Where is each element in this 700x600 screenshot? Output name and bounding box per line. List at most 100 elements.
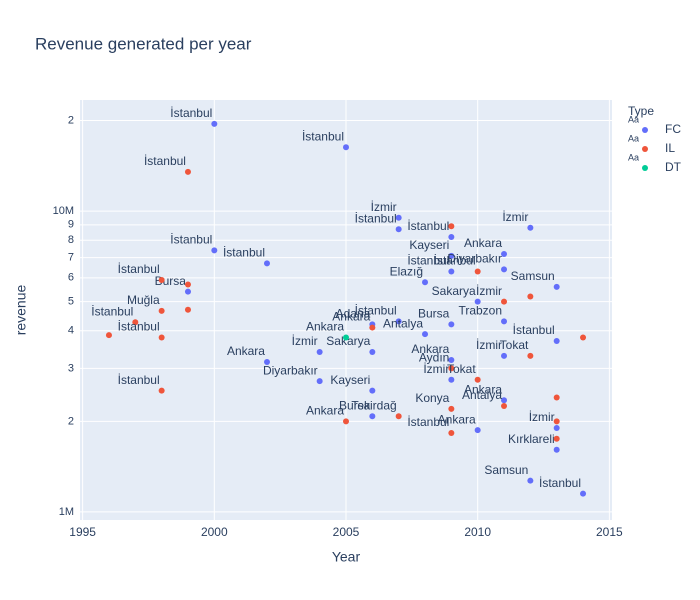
point [580,490,587,497]
point-label: Samsun [484,463,528,477]
point [553,283,560,290]
legend-marker [642,165,648,171]
point [501,397,508,404]
legend-label: IL [665,141,675,155]
y-tick-label: 8 [68,234,74,246]
point-label: Ankara [411,342,449,356]
point-label: Konya [415,391,449,405]
point [316,378,323,385]
point-label: Bursa [418,307,450,321]
y-tick-label: 2 [68,114,74,126]
point [211,120,218,127]
point [132,319,139,326]
point-label: Elazığ [390,264,423,278]
legend-marker [642,146,648,152]
point-label: İstanbul [539,476,581,490]
point-label: İstanbul [144,154,186,168]
point [395,413,402,420]
legend-title: Type [628,104,654,118]
point-label: Tekirdağ [351,398,396,412]
point [448,223,455,230]
point-label: İzmir [292,334,318,348]
chart-title: Revenue generated per year [35,34,252,53]
point-label: Ankara [306,404,344,418]
point [369,387,376,394]
point [501,250,508,257]
point-label: İstanbul [170,233,212,247]
point-label: Kayseri [330,373,370,387]
legend: Aa FC Aa IL Aa DT [628,114,682,174]
point [395,214,402,221]
point-label: Ankara [464,382,502,396]
point-label: Kırklareli [508,432,555,446]
point-label: İzmir [423,362,449,376]
point [184,281,191,288]
point [501,318,508,325]
point [448,356,455,363]
point [553,446,560,453]
point [448,405,455,412]
point [527,477,534,484]
x-tick-label: 2015 [596,525,623,539]
point [158,307,165,314]
point-label: İstanbul [355,304,397,318]
point-label: İzmir [371,200,397,214]
point-label: Diyarbakır [447,252,502,266]
point [501,352,508,359]
point-label: İstanbul [434,254,476,268]
x-tick-label: 1995 [69,525,96,539]
legend-marker [642,127,648,133]
point [184,306,191,313]
point [343,334,349,341]
point [395,226,402,233]
legend-symbol: Aa [628,152,639,162]
point-label: Aydın [419,351,449,365]
point [448,268,455,275]
y-tick-label: 5 [68,296,74,308]
point-label: Antalya [383,316,423,330]
y-tick-label: 4 [68,325,74,337]
point-label: İstanbul [118,262,160,276]
point [184,168,191,175]
point-label: Tokat [447,362,476,376]
y-tick-label: 3 [68,362,74,374]
point [395,318,402,325]
point-label: Samsun [511,269,555,283]
point [105,332,112,339]
point-label: İstanbul [118,373,160,387]
point-label: Ankara [227,344,265,358]
y-tick-label: 9 [68,219,74,231]
point [343,144,349,151]
point-label: Sakarya [326,334,370,348]
point [501,266,508,273]
point [369,349,376,356]
point-label: Sakarya [432,284,476,298]
point-label: Antalya [462,388,502,402]
y-tick-label: 6 [68,272,74,284]
point [580,334,587,341]
point-label: İstanbul [223,246,265,260]
point [263,359,270,366]
point-label: İstanbul [302,129,344,143]
point [527,293,534,300]
marks: İstanbul İstanbul İzmir İzmir İstanbul İstanb… [91,106,587,497]
point [448,234,455,241]
point [211,247,218,254]
point [448,321,455,328]
point-label: İstanbul [118,320,160,334]
x-axis-title: Year [332,549,361,565]
legend-symbol: Aa [628,114,639,124]
point [263,260,270,267]
point-label: İstanbul [170,106,212,120]
point-label: Bursa [339,398,371,412]
point-label: İstanbul [513,323,555,337]
point [527,224,534,231]
point [369,413,376,420]
x-tick-label: 2005 [333,525,360,539]
point [501,402,508,409]
legend-label: DT [665,160,682,174]
legend-label: FC [665,122,681,136]
point-label: Ankara [306,320,344,334]
